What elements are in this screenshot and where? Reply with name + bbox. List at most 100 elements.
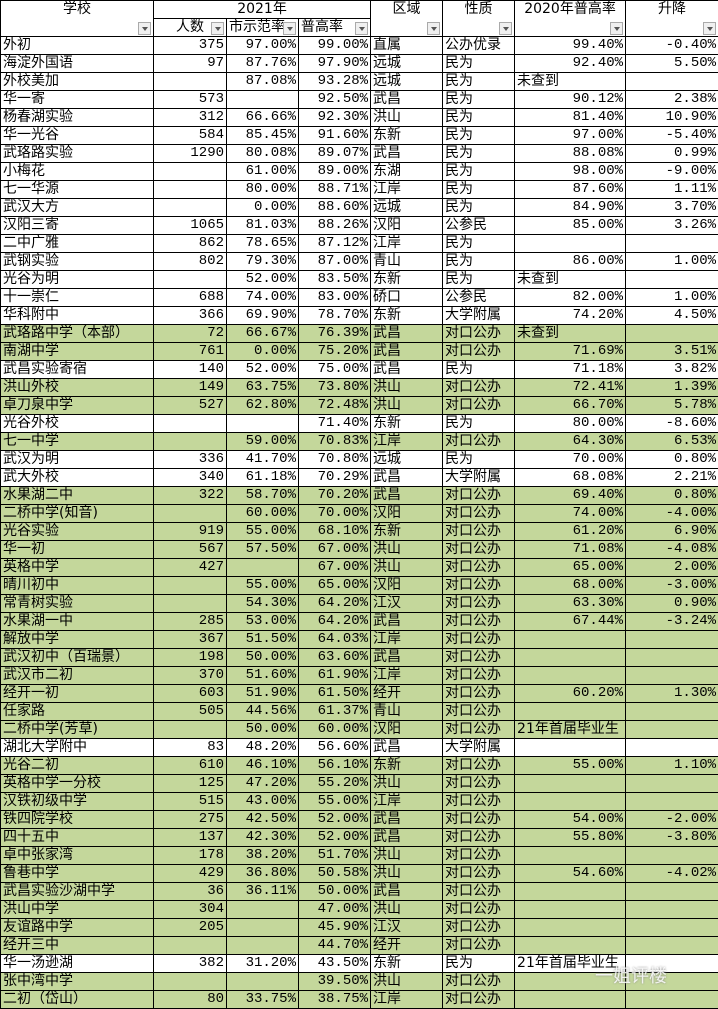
- cell-rate2020[interactable]: 55.00%: [514, 756, 627, 775]
- cell-high-rate[interactable]: 65.00%: [297, 576, 372, 595]
- cell-count[interactable]: [153, 414, 227, 433]
- cell-rate2020[interactable]: 90.12%: [514, 90, 627, 109]
- cell-demo-rate[interactable]: 53.00%: [226, 612, 299, 631]
- cell-high-rate[interactable]: 71.40%: [297, 414, 372, 433]
- cell-demo-rate[interactable]: 55.00%: [226, 522, 299, 541]
- cell-count[interactable]: 367: [153, 630, 227, 649]
- cell-demo-rate[interactable]: [226, 414, 299, 433]
- cell-type[interactable]: 对口公办: [442, 594, 516, 613]
- cell-high-rate[interactable]: 73.80%: [297, 378, 372, 397]
- cell-school[interactable]: 七一中学: [0, 432, 154, 451]
- cell-rate2020[interactable]: 67.44%: [514, 612, 627, 631]
- cell-count[interactable]: [153, 162, 227, 181]
- cell-change[interactable]: 2.00%: [625, 558, 718, 577]
- cell-high-rate[interactable]: 70.80%: [297, 450, 372, 469]
- cell-district[interactable]: 武昌: [370, 612, 444, 631]
- cell-demo-rate[interactable]: 66.67%: [226, 324, 299, 343]
- cell-type[interactable]: 民为: [442, 198, 516, 217]
- cell-count[interactable]: 140: [153, 360, 227, 379]
- cell-school[interactable]: 海淀外国语: [0, 54, 154, 73]
- cell-rate2020[interactable]: 54.60%: [514, 864, 627, 883]
- cell-high-rate[interactable]: 67.00%: [297, 558, 372, 577]
- cell-rate2020[interactable]: 80.00%: [514, 414, 627, 433]
- cell-demo-rate[interactable]: [226, 936, 299, 955]
- cell-school[interactable]: 经开一初: [0, 684, 154, 703]
- cell-school[interactable]: 武汉为明: [0, 450, 154, 469]
- cell-district[interactable]: 武昌: [370, 144, 444, 163]
- cell-rate2020[interactable]: [514, 900, 627, 919]
- cell-district[interactable]: 洪山: [370, 540, 444, 559]
- cell-district[interactable]: 洪山: [370, 378, 444, 397]
- cell-change[interactable]: 10.90%: [625, 108, 718, 127]
- cell-school[interactable]: 二桥中学(芳草): [0, 720, 154, 739]
- cell-school[interactable]: 英格中学一分校: [0, 774, 154, 793]
- cell-type[interactable]: 对口公办: [442, 972, 516, 991]
- filter-dropdown-icon[interactable]: [283, 22, 296, 35]
- cell-count[interactable]: [153, 72, 227, 91]
- cell-demo-rate[interactable]: 69.90%: [226, 306, 299, 325]
- cell-change[interactable]: 1.39%: [625, 378, 718, 397]
- cell-rate2020[interactable]: 未查到: [514, 270, 627, 289]
- cell-type[interactable]: 民为: [442, 252, 516, 271]
- cell-high-rate[interactable]: 88.71%: [297, 180, 372, 199]
- cell-type[interactable]: 大学附属: [442, 468, 516, 487]
- cell-district[interactable]: 东新: [370, 414, 444, 433]
- cell-demo-rate[interactable]: 60.00%: [226, 504, 299, 523]
- cell-rate2020[interactable]: 66.70%: [514, 396, 627, 415]
- cell-count[interactable]: 72: [153, 324, 227, 343]
- cell-high-rate[interactable]: 61.50%: [297, 684, 372, 703]
- cell-change[interactable]: [625, 648, 718, 667]
- cell-high-rate[interactable]: 55.20%: [297, 774, 372, 793]
- cell-school[interactable]: 光谷实验: [0, 522, 154, 541]
- cell-rate2020[interactable]: 21年首届毕业生: [514, 720, 627, 739]
- cell-rate2020[interactable]: [514, 774, 627, 793]
- cell-type[interactable]: 对口公办: [442, 828, 516, 847]
- cell-rate2020[interactable]: 54.00%: [514, 810, 627, 829]
- cell-high-rate[interactable]: 88.26%: [297, 216, 372, 235]
- cell-count[interactable]: 336: [153, 450, 227, 469]
- cell-count[interactable]: 178: [153, 846, 227, 865]
- cell-rate2020[interactable]: [514, 648, 627, 667]
- cell-type[interactable]: 民为: [442, 180, 516, 199]
- cell-change[interactable]: [625, 270, 718, 289]
- cell-high-rate[interactable]: 75.20%: [297, 342, 372, 361]
- cell-district[interactable]: 汉阳: [370, 576, 444, 595]
- cell-district[interactable]: 江岸: [370, 234, 444, 253]
- cell-high-rate[interactable]: 51.70%: [297, 846, 372, 865]
- cell-count[interactable]: 366: [153, 306, 227, 325]
- cell-demo-rate[interactable]: [226, 90, 299, 109]
- cell-demo-rate[interactable]: 87.76%: [226, 54, 299, 73]
- cell-district[interactable]: 硚口: [370, 288, 444, 307]
- cell-change[interactable]: [625, 936, 718, 955]
- cell-demo-rate[interactable]: 51.60%: [226, 666, 299, 685]
- cell-type[interactable]: 对口公办: [442, 396, 516, 415]
- cell-change[interactable]: -8.60%: [625, 414, 718, 433]
- cell-type[interactable]: 对口公办: [442, 846, 516, 865]
- cell-type[interactable]: 对口公办: [442, 666, 516, 685]
- cell-high-rate[interactable]: 44.70%: [297, 936, 372, 955]
- cell-school[interactable]: 武珞路实验: [0, 144, 154, 163]
- cell-demo-rate[interactable]: 31.20%: [226, 954, 299, 973]
- cell-count[interactable]: 340: [153, 468, 227, 487]
- cell-change[interactable]: -3.00%: [625, 576, 718, 595]
- cell-high-rate[interactable]: 87.12%: [297, 234, 372, 253]
- cell-school[interactable]: 光谷外校: [0, 414, 154, 433]
- cell-high-rate[interactable]: 89.07%: [297, 144, 372, 163]
- cell-count[interactable]: 137: [153, 828, 227, 847]
- cell-change[interactable]: 3.51%: [625, 342, 718, 361]
- cell-change[interactable]: 1.10%: [625, 756, 718, 775]
- cell-district[interactable]: 东新: [370, 756, 444, 775]
- filter-dropdown-icon[interactable]: [427, 22, 441, 35]
- cell-change[interactable]: 6.90%: [625, 522, 718, 541]
- cell-change[interactable]: [625, 666, 718, 685]
- cell-rate2020[interactable]: [514, 234, 627, 253]
- cell-high-rate[interactable]: 75.00%: [297, 360, 372, 379]
- cell-district[interactable]: 武昌: [370, 810, 444, 829]
- cell-district[interactable]: 武昌: [370, 360, 444, 379]
- cell-district[interactable]: 青山: [370, 252, 444, 271]
- cell-count[interactable]: 584: [153, 126, 227, 145]
- cell-rate2020[interactable]: [514, 846, 627, 865]
- cell-rate2020[interactable]: 74.20%: [514, 306, 627, 325]
- cell-district[interactable]: 江岸: [370, 990, 444, 1009]
- cell-change[interactable]: -3.80%: [625, 828, 718, 847]
